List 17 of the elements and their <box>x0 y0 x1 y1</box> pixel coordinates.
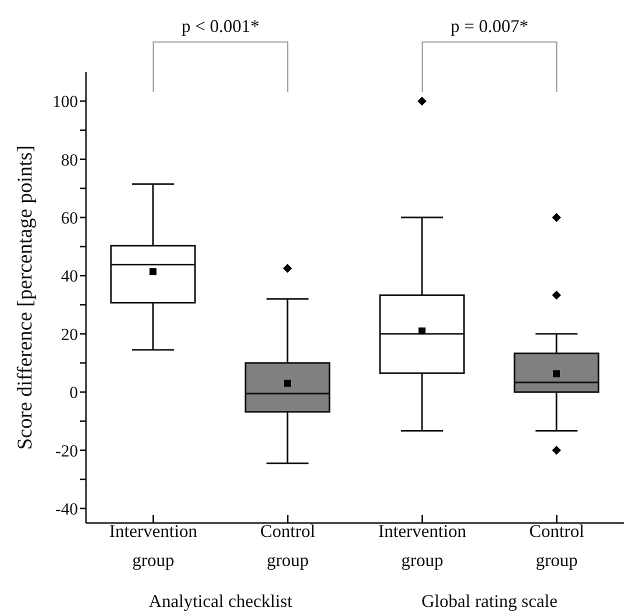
y-tick-label: 80 <box>61 150 78 170</box>
y-tick-label: 100 <box>52 92 78 112</box>
y-tick-label: 40 <box>61 266 78 286</box>
text: p = 0.007* <box>450 16 528 36</box>
x-tick-label: Control group <box>260 521 316 570</box>
y-axis-title: Score difference [percentage points] <box>12 145 36 450</box>
y-tick-label: 60 <box>61 208 78 228</box>
x-tick-label: Intervention group <box>109 521 198 570</box>
x-tick-label: Control group <box>529 521 584 570</box>
y-tick-label: -20 <box>55 441 78 460</box>
y-tick-label: 0 <box>70 383 78 402</box>
y-tick-label: -40 <box>55 499 78 518</box>
text: p < 0.001* <box>182 16 260 36</box>
text: Analytical checklist <box>148 591 292 611</box>
x-tick-label: Intervention group <box>378 521 466 570</box>
y-tick-label: 20 <box>61 324 78 344</box>
text: Global rating scale <box>422 591 558 611</box>
